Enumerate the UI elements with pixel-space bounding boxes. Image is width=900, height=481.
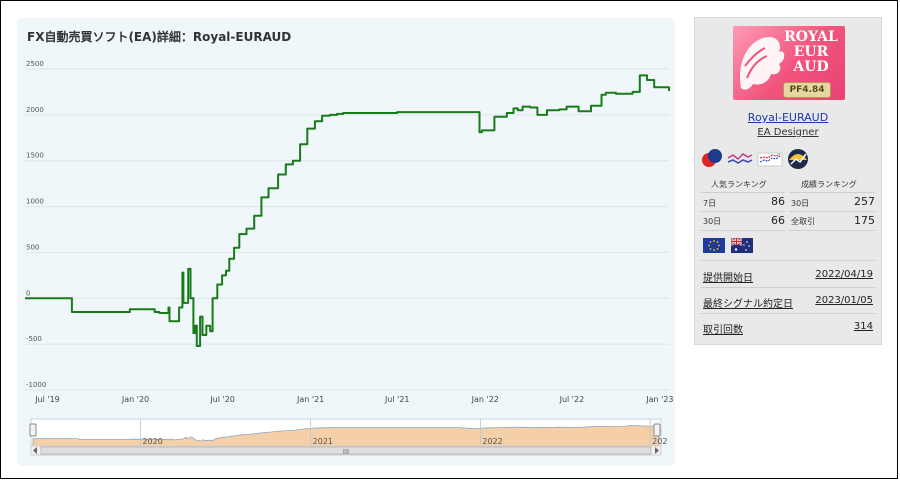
ea-name-link[interactable]: Royal-EURAUD <box>747 111 829 124</box>
pop-value-30d: 66 <box>771 214 785 227</box>
navigator-handle[interactable] <box>29 423 37 437</box>
chat-bubbles-icon[interactable] <box>701 148 723 170</box>
performance-ranking-header: 成績ランキング <box>801 180 857 189</box>
divider <box>789 192 875 193</box>
equity-line <box>25 74 670 347</box>
chart-panel: FX自動売買ソフト(EA)詳細：Royal-EURAUD 2500 2000 150… <box>17 18 675 466</box>
y-tick-label: 500 <box>26 243 39 251</box>
scrollbar-thumb[interactable] <box>40 446 652 455</box>
logo-badge: PF4.84 <box>783 82 831 98</box>
x-tick-label: Jul '19 <box>34 395 60 404</box>
y-tick-label: -1000 <box>26 381 46 389</box>
y-tick-label: 1000 <box>26 198 44 206</box>
start-date-value[interactable]: 2022/04/19 <box>815 269 873 280</box>
eu-flag-icon <box>703 238 725 253</box>
divider <box>701 192 785 193</box>
lion-icon <box>739 36 785 90</box>
ea-logo[interactable]: ROYAL EUR AUD PF4.84 <box>733 26 845 100</box>
perf-value-30d: 257 <box>854 195 875 208</box>
navigator-year-label: 2020 <box>142 437 162 446</box>
pop-label-7d: 7日 <box>703 199 717 208</box>
y-tick-label: -500 <box>26 335 42 343</box>
pop-value-7d: 86 <box>771 195 785 208</box>
perf-value-all: 175 <box>854 214 875 227</box>
x-tick-label: Jan '21 <box>296 395 324 404</box>
logo-text: ROYAL EUR AUD <box>784 29 838 75</box>
designer-link[interactable]: EA Designer <box>757 127 819 138</box>
start-date-label[interactable]: 提供開始日 <box>703 273 753 284</box>
y-tick-label: 2000 <box>26 106 44 114</box>
equity-chart[interactable]: 2500 2000 1500 1000 500 0 -500 -1000 Jul '19 Jan… <box>17 18 675 466</box>
trend-up-icon[interactable] <box>787 148 809 170</box>
divider <box>701 211 785 212</box>
scroll-left-arrow-icon[interactable] <box>33 447 37 454</box>
scroll-right-arrow-icon[interactable] <box>655 447 659 454</box>
navigator-handle[interactable] <box>653 423 661 437</box>
y-tick-label: 0 <box>26 289 30 297</box>
popularity-ranking-header: 人気ランキング <box>711 180 767 189</box>
y-tick-label: 2500 <box>26 60 44 68</box>
pop-label-30d: 30日 <box>703 217 722 226</box>
scrollbar-grip-label: III <box>343 448 349 456</box>
x-tick-label: Jul '22 <box>559 395 585 404</box>
divider <box>701 287 875 288</box>
perf-label-30d: 30日 <box>791 199 810 208</box>
au-flag-icon <box>731 238 753 253</box>
divider <box>701 260 875 261</box>
x-tick-label: Jul '20 <box>209 395 235 404</box>
last-signal-value[interactable]: 2023/01/05 <box>815 295 873 306</box>
ea-sidebar: ROYAL EUR AUD PF4.84 Royal-EURAUD EA Des… <box>694 17 882 345</box>
last-signal-label[interactable]: 最終シグナル約定日 <box>703 299 793 310</box>
chart-title: FX自動売買ソフト(EA)詳細：Royal-EURAUD <box>27 30 292 44</box>
perf-label-all: 全取引 <box>791 217 815 226</box>
x-tick-label: Jan '23 <box>645 395 673 404</box>
navigator-area <box>32 424 660 447</box>
navigator-year-label: 2022 <box>482 437 502 446</box>
x-tick-label: Jul '21 <box>384 395 410 404</box>
trade-count-label[interactable]: 取引回数 <box>703 325 743 336</box>
y-tick-label: 1500 <box>26 152 44 160</box>
divider <box>701 230 785 231</box>
navigator-year-label: 202 <box>652 437 667 446</box>
trade-count-value[interactable]: 314 <box>853 321 873 332</box>
divider <box>701 313 875 314</box>
x-tick-label: Jan '22 <box>471 395 499 404</box>
candlestick-icon[interactable] <box>757 148 783 170</box>
x-tick-label: Jan '20 <box>121 395 149 404</box>
navigator-year-label: 2021 <box>313 437 333 446</box>
currency-chart-icon[interactable] <box>727 148 753 170</box>
divider <box>789 211 875 212</box>
divider <box>789 230 875 231</box>
